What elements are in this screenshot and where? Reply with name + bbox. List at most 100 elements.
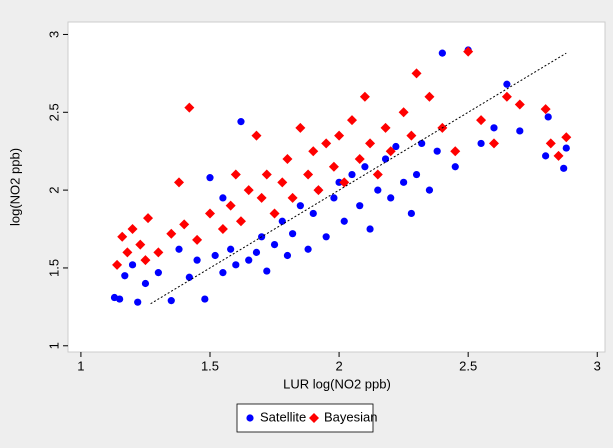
point bbox=[204, 208, 215, 219]
point bbox=[192, 234, 203, 245]
point bbox=[179, 219, 190, 230]
point bbox=[134, 298, 142, 306]
point bbox=[270, 240, 279, 249]
point bbox=[122, 247, 133, 258]
point bbox=[256, 192, 267, 203]
point bbox=[278, 217, 286, 225]
point bbox=[450, 146, 461, 157]
point bbox=[330, 194, 338, 202]
point bbox=[381, 155, 390, 163]
point bbox=[411, 68, 422, 79]
point bbox=[121, 272, 129, 280]
point bbox=[334, 130, 345, 141]
point bbox=[227, 245, 235, 253]
point bbox=[235, 216, 246, 227]
point bbox=[112, 259, 123, 270]
point bbox=[261, 169, 272, 180]
point bbox=[365, 138, 376, 149]
point bbox=[237, 118, 245, 126]
point bbox=[128, 261, 137, 269]
y-tick-label: 1.5 bbox=[46, 259, 61, 277]
point bbox=[562, 144, 570, 152]
point bbox=[174, 177, 185, 188]
x-tick-label: 1.5 bbox=[201, 358, 219, 373]
point bbox=[553, 150, 564, 161]
point bbox=[251, 130, 262, 141]
point bbox=[322, 233, 330, 241]
point bbox=[425, 186, 434, 194]
point bbox=[263, 267, 271, 275]
point bbox=[154, 269, 162, 277]
point bbox=[296, 202, 304, 210]
point bbox=[392, 142, 400, 151]
point bbox=[433, 147, 441, 155]
point bbox=[309, 209, 317, 218]
point bbox=[490, 124, 498, 132]
point bbox=[321, 138, 332, 149]
point bbox=[463, 46, 474, 57]
point bbox=[116, 295, 124, 303]
point bbox=[542, 152, 550, 160]
point bbox=[374, 186, 382, 194]
point bbox=[418, 139, 426, 148]
x-axis-label: LUR log(NO2 ppb) bbox=[283, 376, 391, 391]
point bbox=[339, 177, 350, 188]
point bbox=[283, 251, 292, 260]
point bbox=[308, 146, 319, 157]
point bbox=[206, 174, 214, 182]
point bbox=[303, 169, 314, 180]
point bbox=[406, 130, 417, 141]
point bbox=[175, 245, 183, 253]
point bbox=[451, 163, 459, 171]
point bbox=[201, 295, 209, 303]
point bbox=[560, 164, 568, 172]
legend-label: Satellite bbox=[260, 409, 306, 424]
point bbox=[277, 177, 288, 188]
point bbox=[356, 202, 364, 210]
point bbox=[385, 146, 396, 157]
point bbox=[117, 231, 128, 242]
point bbox=[304, 245, 312, 253]
point bbox=[252, 248, 261, 256]
point bbox=[398, 107, 409, 118]
x-tick-label: 1 bbox=[77, 358, 84, 373]
legend-label: Bayesian bbox=[324, 409, 377, 424]
x-tick-label: 3 bbox=[594, 358, 601, 373]
y-tick-label: 3 bbox=[46, 31, 61, 38]
point bbox=[488, 138, 499, 149]
point bbox=[477, 139, 485, 148]
point bbox=[217, 224, 228, 235]
x-tick-label: 2 bbox=[335, 358, 342, 373]
point bbox=[135, 239, 146, 250]
point bbox=[561, 132, 572, 143]
point bbox=[544, 113, 552, 121]
point bbox=[225, 200, 236, 211]
y-tick-label: 2 bbox=[46, 186, 61, 193]
point bbox=[503, 80, 511, 88]
point bbox=[230, 169, 241, 180]
point bbox=[501, 91, 512, 102]
point bbox=[412, 170, 421, 179]
point bbox=[476, 115, 487, 126]
point bbox=[153, 247, 164, 258]
point bbox=[366, 225, 374, 233]
point bbox=[143, 213, 154, 224]
y-tick-label: 2.5 bbox=[46, 103, 61, 121]
point bbox=[282, 153, 293, 164]
legend-marker bbox=[246, 414, 254, 422]
point bbox=[407, 209, 415, 218]
point bbox=[380, 122, 391, 133]
point bbox=[372, 169, 383, 180]
point bbox=[361, 163, 369, 171]
x-tick-label: 2.5 bbox=[459, 358, 477, 373]
point bbox=[545, 138, 556, 149]
point bbox=[127, 224, 138, 235]
reference-line bbox=[150, 52, 567, 305]
point bbox=[289, 230, 297, 238]
y-axis-label: log(NO2 ppb) bbox=[7, 148, 22, 226]
y-tick-label: 1 bbox=[46, 342, 61, 349]
point bbox=[400, 178, 408, 186]
point bbox=[185, 273, 193, 281]
legend-marker bbox=[309, 413, 319, 423]
